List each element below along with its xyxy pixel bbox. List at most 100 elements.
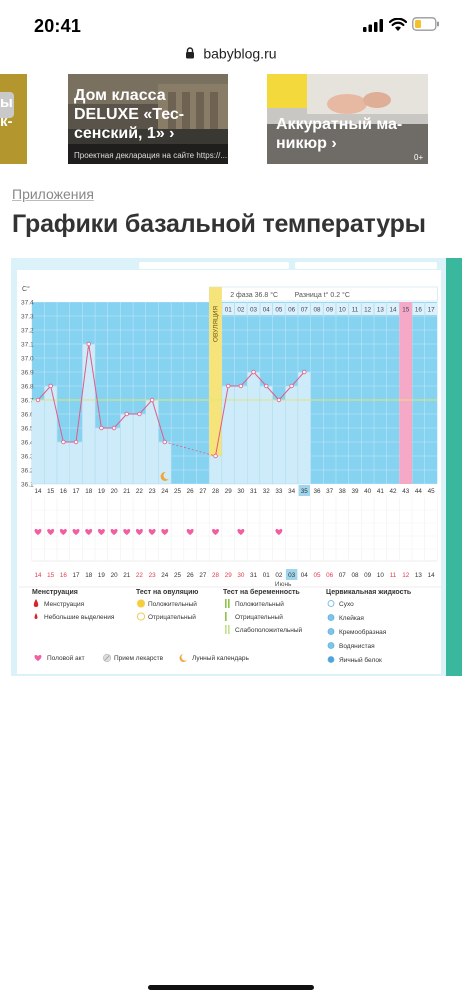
cycle-day-label: 32: [263, 488, 271, 495]
current-day-cell: [298, 485, 311, 496]
temperature-bar: [120, 413, 134, 485]
cervical-fluid-icon: [327, 614, 335, 621]
temperature-point[interactable]: [264, 383, 269, 389]
address-bar[interactable]: babyblog.ru: [0, 44, 462, 72]
heart-icon[interactable]: [161, 528, 169, 535]
cycle-day-label: 38: [339, 488, 347, 495]
y-tick-label: 36.1: [21, 482, 34, 489]
status-time: 20:41: [34, 16, 82, 36]
moon-icon: [179, 654, 187, 662]
small-drop-icon: [34, 613, 38, 619]
calendar-date-label: 04: [301, 572, 309, 579]
temperature-point[interactable]: [302, 369, 307, 375]
temperature-point[interactable]: [111, 425, 117, 431]
temperature-point[interactable]: [149, 397, 155, 403]
calendar-date-label: 02: [275, 572, 283, 579]
heart-icon[interactable]: [237, 528, 245, 535]
temperature-bar: [208, 455, 223, 485]
phase-day-cell: [247, 303, 260, 315]
positive-circle-icon: [137, 599, 145, 608]
temperature-gap-line: [164, 441, 216, 457]
calendar-date-label: 11: [390, 572, 397, 579]
temperature-point[interactable]: [225, 383, 231, 389]
y-tick-label: 36.6: [21, 412, 34, 419]
temperature-point[interactable]: [276, 397, 282, 403]
phase-day-label: 06: [288, 307, 296, 314]
temperature-point[interactable]: [48, 383, 53, 389]
heart-icon[interactable]: [135, 528, 143, 535]
temperature-bar: [132, 413, 146, 485]
section-link[interactable]: Приложения: [12, 186, 94, 202]
calendar-date-label: 07: [339, 572, 347, 579]
moon-icon: [160, 471, 169, 481]
cycle-day-label: 24: [161, 488, 169, 495]
y-tick-label: 36.7: [21, 398, 34, 405]
home-indicator[interactable]: [148, 985, 314, 990]
temperature-point[interactable]: [213, 453, 218, 459]
temperature-point[interactable]: [238, 383, 244, 389]
ovulation-label: ОВУЛЯЦИЯ: [213, 306, 220, 343]
heart-icon[interactable]: [72, 528, 80, 535]
legend-title-pregnancy-test: Тест на беременность: [223, 588, 300, 596]
temperature-point[interactable]: [137, 411, 142, 417]
heart-icon[interactable]: [47, 528, 55, 535]
signal-icon: [363, 19, 383, 32]
heart-icon[interactable]: [59, 528, 67, 535]
cycle-day-label: 34: [288, 488, 296, 495]
ad-caption: Проектная декларация на сайте https://..…: [74, 151, 228, 160]
heart-icon[interactable]: [34, 528, 42, 535]
temperature-point[interactable]: [251, 369, 256, 375]
ad-card-partial[interactable]: ы к-: [0, 74, 27, 164]
temperature-point[interactable]: [124, 411, 129, 417]
temperature-point[interactable]: [162, 439, 167, 445]
cycle-day-label: 16: [60, 488, 68, 495]
calendar-date-label: 10: [377, 572, 385, 579]
cycle-day-label: 15: [47, 488, 55, 495]
axis-unit: С°: [22, 285, 30, 293]
temperature-point[interactable]: [73, 439, 79, 445]
heart-icon[interactable]: [97, 528, 105, 535]
temperature-point[interactable]: [86, 341, 91, 347]
battery-icon: [412, 17, 439, 31]
test-strip-icon: [225, 625, 227, 634]
calendar-date-label: 23: [149, 572, 157, 579]
phase-day-label: 02: [237, 307, 245, 314]
calendar-date-label: 03: [288, 572, 296, 579]
chart-scroll-track[interactable]: [295, 262, 437, 269]
calendar-date-label: 24: [161, 572, 169, 579]
temperature-bar: [56, 441, 70, 485]
chart-scroll-track[interactable]: [139, 262, 289, 269]
heart-icon[interactable]: [123, 528, 131, 535]
cycle-day-label: 37: [326, 488, 334, 495]
temperature-difference: Разница t° 0.2 °С: [295, 291, 350, 299]
heart-icon[interactable]: [212, 528, 219, 535]
heart-icon[interactable]: [85, 528, 93, 535]
legend-item: Половой акт: [47, 654, 85, 662]
temperature-point[interactable]: [289, 383, 294, 389]
legend-item: Менструация: [44, 601, 85, 608]
temperature-point[interactable]: [61, 439, 66, 445]
temperature-bar: [44, 385, 58, 485]
cycle-day-label: 17: [73, 488, 81, 495]
status-bar: 20:41: [0, 0, 462, 44]
phase-day-label: 07: [301, 307, 309, 314]
heart-icon[interactable]: [275, 528, 283, 535]
heart-icon[interactable]: [186, 528, 194, 535]
ad-photo-building: [68, 74, 228, 164]
ad-carousel[interactable]: ы к- Дом класса DELUXE «Тес- сенский, 1»…: [0, 74, 462, 164]
ad-card-manicure[interactable]: Аккуратный ма- никюр › 0+: [267, 74, 428, 164]
heart-icon[interactable]: [110, 528, 118, 535]
temperature-point[interactable]: [99, 425, 104, 431]
phase-day-cell: [336, 303, 349, 315]
heart-icon[interactable]: [148, 528, 156, 535]
cycle-day-label: 21: [123, 488, 131, 495]
ad-card-deluxe[interactable]: Дом класса DELUXE «Тес- сенский, 1» › Пр…: [68, 74, 228, 164]
phase-day-cell: [311, 303, 323, 315]
temperature-point[interactable]: [35, 397, 41, 403]
pill-icon-line: [104, 655, 110, 661]
pregnancy-test-band: [399, 302, 413, 484]
current-date-cell: [285, 569, 298, 580]
side-panel-edge[interactable]: [446, 258, 462, 676]
calendar-date-label: 01: [263, 572, 271, 579]
legend-title-cervical-fluid: Цервикальная жидкость: [326, 589, 412, 596]
